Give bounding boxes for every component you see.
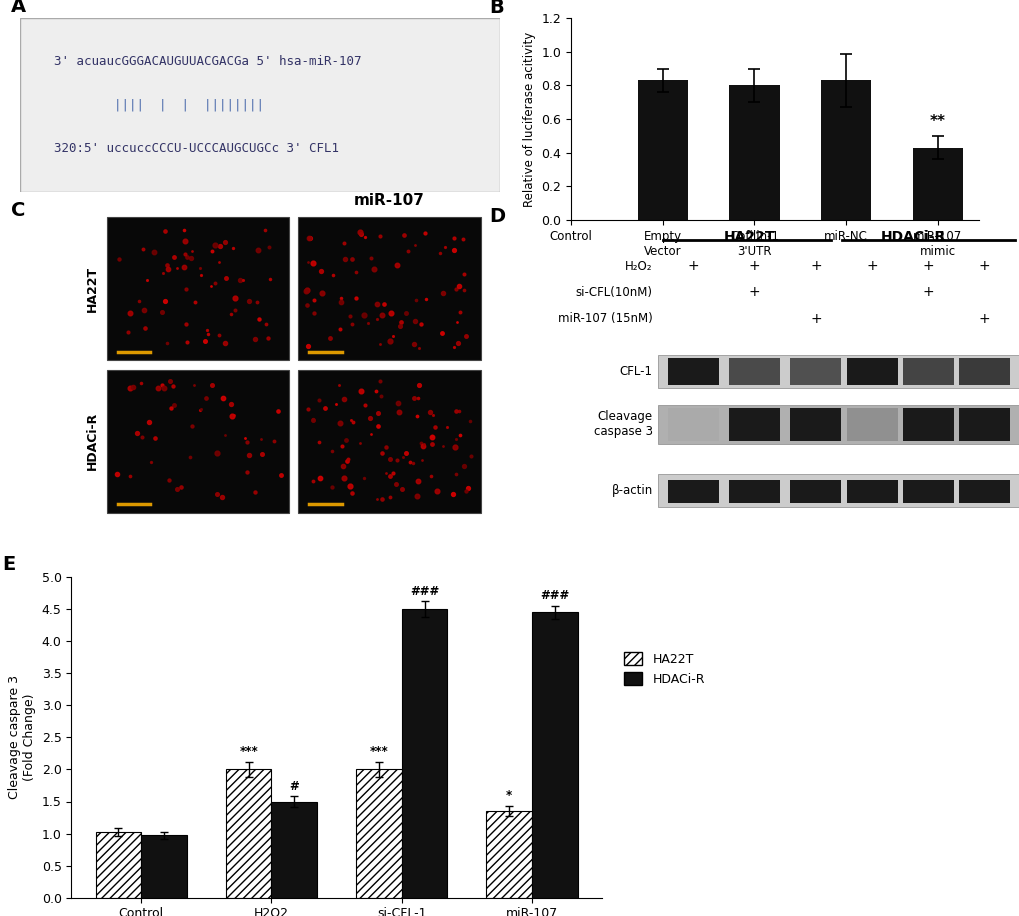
Text: +: + xyxy=(809,259,821,273)
Bar xyxy=(790,480,841,504)
Bar xyxy=(846,480,897,504)
Bar xyxy=(667,408,718,441)
Text: +: + xyxy=(921,286,933,300)
Y-axis label: Cleavage caspare 3
(Fold Change): Cleavage caspare 3 (Fold Change) xyxy=(8,675,36,800)
Text: si-CFL(10nM): si-CFL(10nM) xyxy=(576,286,652,299)
Bar xyxy=(96,833,141,898)
Text: 320:5' uccuccCCCU-UCCCAUGCUGCc 3' CFL1: 320:5' uccuccCCCU-UCCCAUGCUGCc 3' CFL1 xyxy=(54,142,338,156)
Bar xyxy=(958,358,1009,385)
Text: +: + xyxy=(921,259,933,273)
Bar xyxy=(958,480,1009,504)
Text: +: + xyxy=(748,259,760,273)
Bar xyxy=(790,408,841,441)
Bar xyxy=(271,802,317,898)
Bar xyxy=(299,369,480,513)
Bar xyxy=(729,480,780,504)
Bar xyxy=(107,369,288,513)
Bar xyxy=(820,81,870,220)
Bar xyxy=(356,769,401,898)
Text: #: # xyxy=(289,780,299,792)
Bar xyxy=(958,408,1009,441)
Bar xyxy=(729,85,779,220)
Bar xyxy=(902,358,953,385)
Bar xyxy=(299,217,480,360)
Text: A: A xyxy=(11,0,25,16)
Y-axis label: Relative of luciferase acitivity: Relative of luciferase acitivity xyxy=(523,31,535,207)
Text: 3' acuaucGGGACAUGUUACGACGa 5' hsa-miR-107: 3' acuaucGGGACAUGUUACGACGa 5' hsa-miR-10… xyxy=(54,55,361,69)
Text: +: + xyxy=(865,259,877,273)
Bar xyxy=(657,405,1019,444)
Bar xyxy=(657,355,1019,388)
Bar xyxy=(729,408,780,441)
Bar xyxy=(141,835,186,898)
Bar xyxy=(225,769,271,898)
Bar xyxy=(401,609,447,898)
Text: HDACi-R: HDACi-R xyxy=(86,412,99,470)
Text: HA22T: HA22T xyxy=(86,266,99,311)
Bar xyxy=(657,474,1019,507)
Text: β-actin: β-actin xyxy=(611,484,652,496)
Bar xyxy=(902,408,953,441)
Text: ###: ### xyxy=(540,589,569,602)
Text: miR-107: miR-107 xyxy=(354,192,425,208)
Bar xyxy=(846,358,897,385)
Bar xyxy=(902,480,953,504)
Text: +: + xyxy=(977,259,989,273)
Text: *: * xyxy=(505,790,512,802)
Text: C: C xyxy=(11,202,25,221)
Text: ***: *** xyxy=(239,745,258,758)
Text: E: E xyxy=(2,554,15,573)
Bar xyxy=(729,358,780,385)
Text: +: + xyxy=(748,286,760,300)
Text: ###: ### xyxy=(410,584,439,597)
Bar xyxy=(790,358,841,385)
Text: HA22T: HA22T xyxy=(723,230,774,244)
Text: ***: *** xyxy=(369,745,388,758)
Text: H₂O₂: H₂O₂ xyxy=(625,259,652,272)
Text: HDACi-R: HDACi-R xyxy=(879,230,945,244)
Legend: HA22T, HDACi-R: HA22T, HDACi-R xyxy=(619,648,709,691)
Bar xyxy=(667,480,718,504)
Text: ||||  |  |  ||||||||: |||| | | |||||||| xyxy=(54,99,264,112)
Bar xyxy=(846,408,897,441)
Bar xyxy=(107,217,288,360)
Text: CFL-1: CFL-1 xyxy=(620,365,652,378)
Text: D: D xyxy=(489,207,505,225)
Bar xyxy=(912,147,962,220)
Text: Cleavage
caspase 3: Cleavage caspase 3 xyxy=(593,410,652,438)
Bar xyxy=(532,612,577,898)
Text: +: + xyxy=(977,311,989,326)
Text: miR-107 (15nM): miR-107 (15nM) xyxy=(557,312,652,325)
Bar xyxy=(486,812,532,898)
Text: B: B xyxy=(489,0,503,17)
Bar xyxy=(637,81,688,220)
Text: **: ** xyxy=(929,114,945,129)
Text: +: + xyxy=(809,311,821,326)
Bar xyxy=(667,358,718,385)
Text: +: + xyxy=(687,259,699,273)
